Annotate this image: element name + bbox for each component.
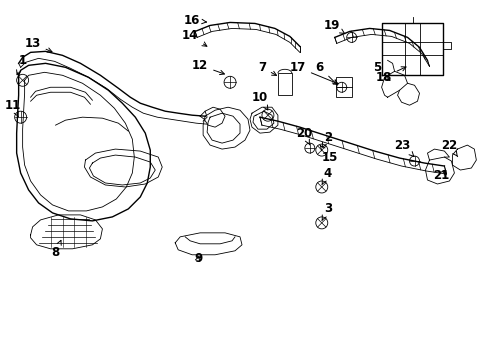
Text: 9: 9 xyxy=(194,252,202,265)
Text: 13: 13 xyxy=(24,37,52,52)
Bar xyxy=(336,77,352,97)
Text: 19: 19 xyxy=(323,19,345,34)
Text: 14: 14 xyxy=(182,29,207,46)
Text: 22: 22 xyxy=(441,139,458,157)
Text: 18: 18 xyxy=(375,67,406,84)
Text: 23: 23 xyxy=(394,139,414,157)
Text: 12: 12 xyxy=(192,59,224,75)
Text: 4: 4 xyxy=(322,167,332,185)
Text: 8: 8 xyxy=(51,240,61,259)
Text: 1: 1 xyxy=(17,54,26,75)
Text: 16: 16 xyxy=(184,14,206,27)
Text: 3: 3 xyxy=(322,202,332,221)
Text: 11: 11 xyxy=(4,99,21,117)
Text: 15: 15 xyxy=(320,145,338,163)
Text: 7: 7 xyxy=(258,61,276,75)
Text: 5: 5 xyxy=(373,61,390,80)
Bar xyxy=(278,73,292,95)
Text: 6: 6 xyxy=(316,61,337,85)
Text: 17: 17 xyxy=(290,61,338,84)
Text: 21: 21 xyxy=(433,168,449,181)
Text: 20: 20 xyxy=(295,127,312,145)
Text: 10: 10 xyxy=(252,91,268,110)
Text: 2: 2 xyxy=(322,131,332,147)
